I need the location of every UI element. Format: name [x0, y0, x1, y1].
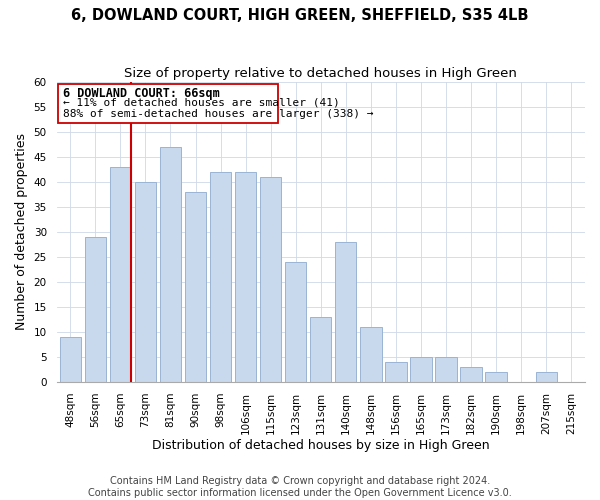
- Bar: [185, 192, 206, 382]
- Bar: [85, 237, 106, 382]
- Bar: [436, 357, 457, 382]
- Bar: [310, 317, 331, 382]
- Bar: [410, 357, 431, 382]
- Bar: [285, 262, 307, 382]
- Bar: [160, 147, 181, 382]
- Bar: [235, 172, 256, 382]
- Text: 6, DOWLAND COURT, HIGH GREEN, SHEFFIELD, S35 4LB: 6, DOWLAND COURT, HIGH GREEN, SHEFFIELD,…: [71, 8, 529, 22]
- FancyBboxPatch shape: [58, 84, 278, 122]
- Bar: [135, 182, 156, 382]
- Y-axis label: Number of detached properties: Number of detached properties: [15, 134, 28, 330]
- Bar: [210, 172, 231, 382]
- Bar: [59, 337, 81, 382]
- Text: ← 11% of detached houses are smaller (41): ← 11% of detached houses are smaller (41…: [63, 98, 340, 108]
- Bar: [260, 177, 281, 382]
- X-axis label: Distribution of detached houses by size in High Green: Distribution of detached houses by size …: [152, 440, 490, 452]
- Title: Size of property relative to detached houses in High Green: Size of property relative to detached ho…: [124, 68, 517, 80]
- Text: 88% of semi-detached houses are larger (338) →: 88% of semi-detached houses are larger (…: [63, 109, 373, 119]
- Bar: [110, 167, 131, 382]
- Bar: [335, 242, 356, 382]
- Text: 6 DOWLAND COURT: 66sqm: 6 DOWLAND COURT: 66sqm: [63, 86, 220, 100]
- Bar: [536, 372, 557, 382]
- Bar: [485, 372, 507, 382]
- Bar: [460, 367, 482, 382]
- Bar: [360, 327, 382, 382]
- Text: Contains HM Land Registry data © Crown copyright and database right 2024.
Contai: Contains HM Land Registry data © Crown c…: [88, 476, 512, 498]
- Bar: [385, 362, 407, 382]
